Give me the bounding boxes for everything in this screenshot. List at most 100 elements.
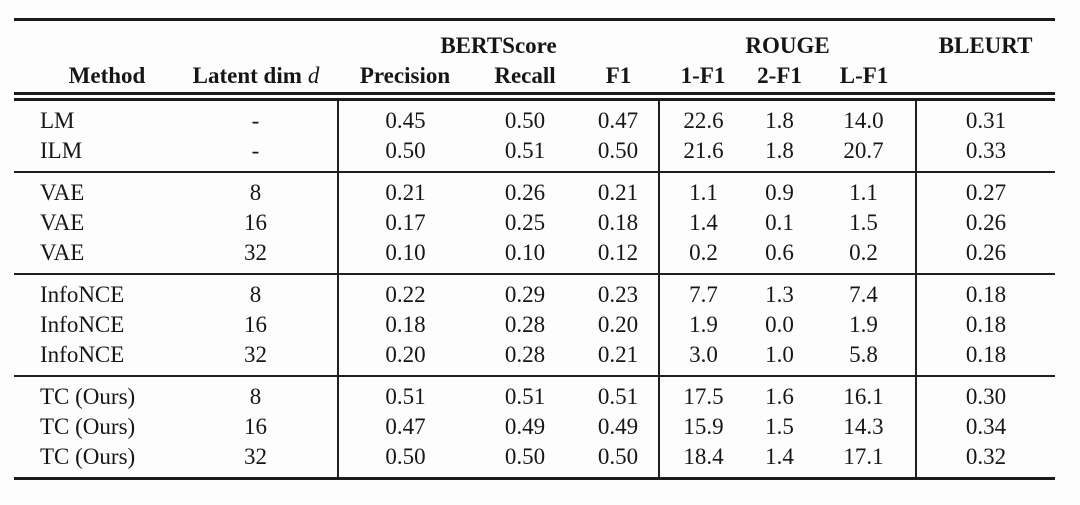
latent-dim-cell: 16: [174, 310, 339, 340]
table-row: InfoNCE 8 0.22 0.29 0.23 7.7 1.3 7.4 0.1…: [14, 273, 1056, 310]
table-row: VAE 8 0.21 0.26 0.21 1.1 0.9 1.1 0.27: [14, 171, 1056, 208]
metric-cell: 0.26: [965, 210, 1007, 235]
metric-cell: 0.18: [965, 342, 1007, 367]
metric-cell: 0.18: [385, 312, 426, 337]
table-row: TC (Ours) 8 0.51 0.51 0.51 17.5 1.6 16.1…: [14, 375, 1056, 412]
metric-cell: 1.5: [765, 414, 794, 439]
metric-cell: 15.9: [683, 414, 724, 439]
metric-cell: 16.1: [812, 375, 918, 412]
metric-cell: 1.3: [747, 273, 813, 310]
metric-cell: 0.6: [765, 240, 794, 265]
method-cell: InfoNCE: [40, 312, 125, 337]
method-cell: TC (Ours): [40, 414, 136, 439]
metric-cell: 7.7: [659, 273, 748, 310]
latent-dim-cell: 8: [174, 273, 339, 310]
header-row: Method Latent dim d Precision Recall F1 1…: [14, 59, 1056, 101]
metric-cell: 0.33: [965, 138, 1007, 163]
metric-cell: 18.4: [683, 444, 724, 469]
metric-cell: 0.20: [385, 342, 426, 367]
column-header-precision: Precision: [338, 59, 472, 101]
method-cell: LM: [40, 108, 75, 133]
metric-cell: 0.51: [338, 375, 472, 412]
table-row: InfoNCE 16 0.18 0.28 0.20 1.9 0.0 1.9 0.…: [14, 310, 1055, 340]
header-group-bleurt: BLEURT: [938, 33, 1033, 58]
metric-cell: 1.4: [689, 210, 718, 235]
metric-cell: 0.51: [578, 375, 661, 412]
column-header-latent-dim: Latent dim d: [174, 59, 338, 101]
metric-cell: 0.34: [965, 414, 1007, 439]
metric-cell: 0.51: [472, 375, 578, 412]
metric-cell: 17.5: [659, 375, 748, 412]
table-row: TC (Ours) 16 0.47 0.49 0.49 15.9 1.5 14.…: [14, 412, 1055, 442]
method-cell: ILM: [40, 138, 83, 163]
metric-cell: 3.0: [689, 342, 718, 367]
method-cell: InfoNCE: [40, 342, 125, 367]
table-row: VAE 16 0.17 0.25 0.18 1.4 0.1 1.5 0.26: [14, 208, 1055, 238]
metric-cell: 14.0: [812, 96, 918, 136]
latent-dim-variable: d: [307, 62, 320, 88]
metric-cell: 7.4: [812, 273, 918, 310]
method-cell: InfoNCE: [14, 273, 174, 310]
metric-cell: 1.1: [812, 171, 918, 208]
metric-cell: 0.20: [578, 310, 661, 340]
metric-cell: 0.21: [578, 340, 661, 376]
metric-cell: 0.0: [765, 312, 794, 337]
results-table: BERTScore ROUGE BLEURT Method Latent dim…: [14, 18, 1056, 480]
table-row: LM - 0.45 0.50 0.47 22.6 1.8 14.0 0.31: [14, 96, 1055, 136]
metric-cell: 0.23: [578, 273, 661, 310]
metric-cell: 0.27: [916, 171, 1056, 208]
metric-cell: 1.9: [812, 310, 918, 340]
metric-cell: 0.50: [578, 442, 661, 479]
metric-cell: 0.45: [385, 108, 426, 133]
header-group-row: BERTScore ROUGE BLEURT: [14, 20, 1055, 60]
metric-cell: 0.50: [385, 444, 426, 469]
latent-dim-label: Latent dim: [192, 62, 302, 88]
metric-cell: 0.47: [385, 414, 426, 439]
metric-cell: 0.12: [578, 238, 661, 274]
metric-cell: 0.50: [578, 136, 661, 172]
metric-cell: 0.25: [504, 210, 546, 235]
metric-cell: 1.6: [747, 375, 813, 412]
metric-cell: 0.28: [504, 312, 546, 337]
method-cell: VAE: [40, 240, 85, 265]
metric-cell: 0.1: [765, 210, 794, 235]
method-cell: TC (Ours): [40, 444, 136, 469]
latent-dim-cell: 32: [174, 340, 339, 376]
latent-dim-cell: 8: [174, 375, 339, 412]
metric-cell: 20.7: [812, 136, 918, 172]
latent-dim-cell: -: [174, 136, 339, 172]
metric-cell: 0.29: [472, 273, 578, 310]
table-row: ILM - 0.50 0.51 0.50 21.6 1.8 20.7 0.33: [14, 136, 1055, 172]
latent-dim-cell: 16: [174, 412, 339, 442]
metric-cell: 0.30: [916, 375, 1056, 412]
metric-cell: 0.31: [965, 108, 1007, 133]
column-header-rouge2: 2-F1: [747, 59, 813, 101]
metric-cell: 0.10: [504, 240, 546, 265]
metric-cell: 0.28: [504, 342, 546, 367]
metric-cell: 0.21: [578, 171, 661, 208]
metric-cell: 1.8: [765, 108, 794, 133]
metric-cell: 0.18: [965, 312, 1007, 337]
method-cell: TC (Ours): [14, 375, 174, 412]
table-row: TC (Ours) 32 0.50 0.50 0.50 18.4 1.4 17.…: [14, 442, 1055, 479]
metric-cell: 0.49: [578, 412, 661, 442]
column-header-rouge1: 1-F1: [659, 59, 748, 101]
metric-cell: 0.21: [338, 171, 472, 208]
metric-cell: 14.3: [812, 412, 918, 442]
metric-cell: 0.32: [965, 444, 1007, 469]
metric-cell: 0.26: [965, 240, 1007, 265]
metric-cell: 1.5: [812, 208, 918, 238]
latent-dim-cell: 32: [174, 442, 339, 479]
metric-cell: 17.1: [812, 442, 918, 479]
metric-cell: 0.22: [338, 273, 472, 310]
header-group-bertscore: BERTScore: [440, 33, 557, 58]
latent-dim-cell: 32: [174, 238, 339, 274]
metric-cell: 21.6: [683, 138, 724, 163]
metric-cell: 0.51: [504, 138, 546, 163]
table-row: VAE 32 0.10 0.10 0.12 0.2 0.6 0.2 0.26: [14, 238, 1055, 274]
metric-cell: 1.1: [659, 171, 748, 208]
metric-cell: 22.6: [683, 108, 724, 133]
latent-dim-cell: -: [174, 96, 339, 136]
column-header-rougeL: L-F1: [812, 59, 917, 101]
metric-cell: 0.9: [747, 171, 813, 208]
